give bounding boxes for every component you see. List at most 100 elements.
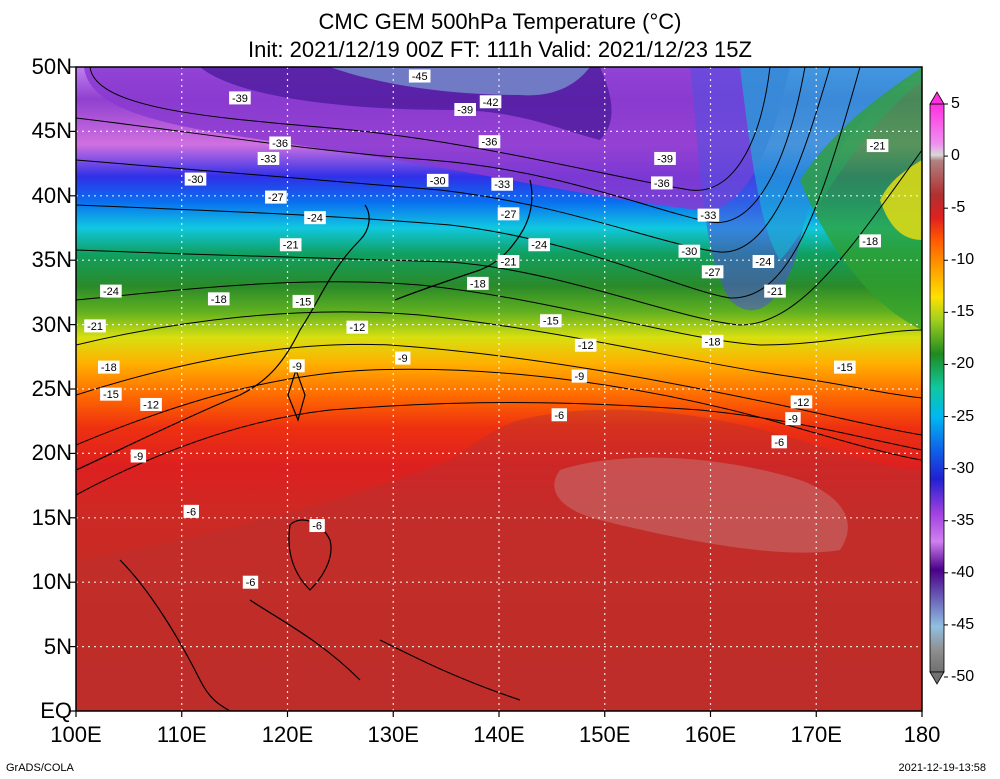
contour-label-text: -30 <box>188 174 204 186</box>
contour-label: -36 <box>478 135 501 149</box>
contour-label-text: -36 <box>272 138 288 150</box>
colorbar-label: -30 <box>951 459 975 477</box>
contour-label: -18 <box>859 234 881 248</box>
contour-label-box <box>834 360 856 374</box>
contour-label-box <box>785 412 801 426</box>
contour-label-text: -30 <box>681 246 697 258</box>
contour-label-box <box>528 238 550 252</box>
contour-label-box <box>426 173 449 187</box>
contour-label-text: -12 <box>349 322 365 334</box>
colorbar-top-arrow <box>929 91 945 105</box>
colorbar-label: -10 <box>951 251 975 269</box>
contour-label: -6 <box>551 408 567 422</box>
colorbar-label: 0 <box>951 147 960 165</box>
contour-label-text: -15 <box>837 362 853 374</box>
contour-label: -39 <box>229 91 251 105</box>
y-tick-label: 45N <box>31 118 72 144</box>
contour-label: -6 <box>242 575 259 589</box>
contour-label-box <box>654 151 676 165</box>
contour-label-box <box>479 95 502 109</box>
contour-label-box <box>764 284 786 298</box>
contour-lines <box>76 67 922 496</box>
y-tick-label: 10N <box>31 569 72 595</box>
contour-label-text: -6 <box>554 410 564 422</box>
contour-label: -12 <box>346 320 369 334</box>
contour-label-text: -18 <box>705 336 721 348</box>
contour-label: -15 <box>540 314 562 328</box>
contour-label-box <box>395 351 411 365</box>
contour-label: -15 <box>292 294 315 308</box>
contour-label: -33 <box>257 151 280 165</box>
contour-label-text: -27 <box>705 267 721 279</box>
contour-label: -30 <box>426 173 449 187</box>
contour-label-box <box>289 359 305 373</box>
x-tick-label: 160E <box>684 722 737 747</box>
contour-label: -27 <box>265 190 287 204</box>
y-tick-label: EQ <box>40 698 72 723</box>
contour-label: -12 <box>574 338 597 352</box>
contour-label-text: -18 <box>101 362 117 374</box>
contour-label-box <box>184 172 207 186</box>
contour-label-box <box>279 238 302 252</box>
contour-label-text: -18 <box>862 236 878 248</box>
contour-label-box <box>467 276 489 290</box>
contour-label-text: -18 <box>211 294 227 306</box>
contour-label-text: -30 <box>430 175 446 187</box>
contour-label-box <box>701 334 724 348</box>
temperature-field <box>76 67 922 711</box>
contour-labels: -45 -39 -39 -42 -36 -36 -39 -21 -33 -30 -30 -33 -36 -… <box>84 69 889 589</box>
contour-label-text: -15 <box>103 389 119 401</box>
contour-label: -9 <box>289 359 305 373</box>
y-tick-label: 15N <box>31 504 72 530</box>
contour-label-text: -24 <box>531 240 547 252</box>
contour-label: -45 <box>408 69 431 83</box>
contour-label-box <box>701 265 724 279</box>
colorbar-label: -20 <box>951 355 975 373</box>
contour-label-text: -21 <box>87 321 103 333</box>
colorbar <box>929 91 948 685</box>
contour-label-box <box>207 292 230 306</box>
contour-label-box <box>242 575 259 589</box>
contour-label-box <box>771 435 787 449</box>
contour-label: -39 <box>454 103 476 117</box>
x-tick-label: 110E <box>156 722 207 747</box>
contour-label-text: -42 <box>483 97 499 109</box>
colorbar-label: -5 <box>951 199 966 217</box>
contour-label-text: -39 <box>232 93 248 105</box>
contour-label: -36 <box>651 176 673 190</box>
contour-label-box <box>551 408 567 422</box>
contour-label-box <box>229 91 251 105</box>
contour-label-text: -33 <box>261 153 277 165</box>
contour-label-text: -21 <box>283 240 299 252</box>
contour-label-text: -33 <box>700 210 716 222</box>
contour-label: -9 <box>395 351 411 365</box>
contour-label-text: -9 <box>574 371 584 383</box>
contour-label: -15 <box>100 387 122 401</box>
contour-label-text: -39 <box>457 105 473 117</box>
contour-label: -39 <box>654 151 676 165</box>
contour-label-text: -6 <box>246 577 256 589</box>
y-tick-label: 30N <box>31 311 72 337</box>
contour-label: -6 <box>309 519 325 533</box>
x-tick-label: 120E <box>261 722 314 747</box>
contour-label-box <box>697 208 720 222</box>
contour-label: -12 <box>790 395 813 409</box>
contour-label-box <box>97 360 120 374</box>
x-tick-label: 140E <box>473 722 525 747</box>
contour-label: -30 <box>184 172 207 186</box>
contour-label-box <box>304 211 326 225</box>
contour-label: -21 <box>279 238 302 252</box>
colorbar-label: 5 <box>951 95 960 112</box>
contour-label: -42 <box>479 95 502 109</box>
contour-label-text: -21 <box>501 256 517 268</box>
contour-label: -21 <box>84 319 106 333</box>
contour-label-box <box>574 338 597 352</box>
contour-label-text: -27 <box>501 209 517 221</box>
contour-label-text: -9 <box>292 361 302 373</box>
contour-label-box <box>292 294 315 308</box>
colorbar-body <box>929 103 945 673</box>
y-tick-label: 50N <box>31 54 72 79</box>
colorbar-label: -25 <box>951 407 975 425</box>
contour-label-text: -39 <box>657 153 673 165</box>
contour-label-text: -36 <box>482 137 498 149</box>
